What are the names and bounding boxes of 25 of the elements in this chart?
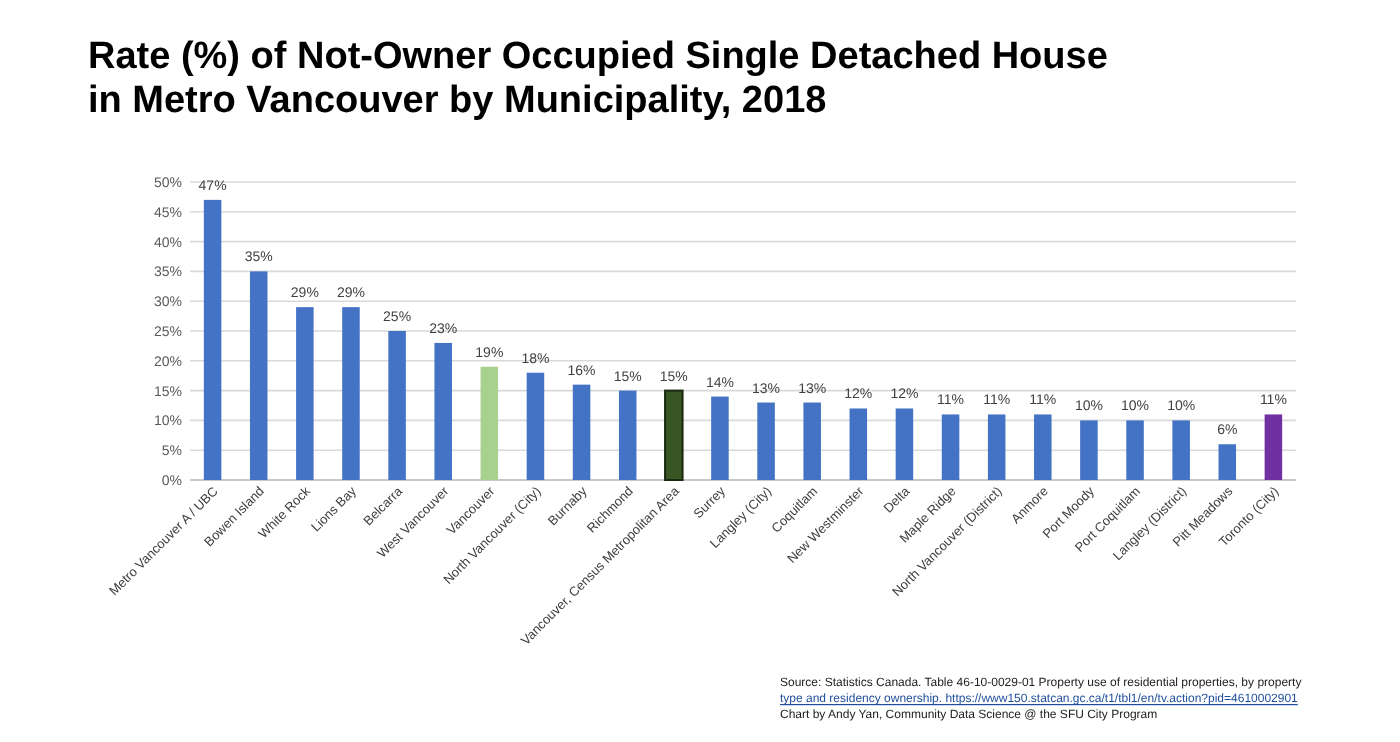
bar	[572, 384, 591, 480]
bar	[941, 414, 960, 480]
bar	[711, 396, 729, 480]
bar	[480, 366, 499, 480]
bar	[249, 271, 268, 480]
bar	[757, 402, 775, 480]
bar	[203, 199, 222, 480]
bar	[1264, 414, 1283, 480]
bar	[526, 372, 545, 480]
bar	[1034, 414, 1052, 480]
bar	[296, 307, 314, 480]
bar	[618, 390, 637, 480]
bar	[849, 408, 868, 480]
bar	[1172, 420, 1190, 480]
bar	[1126, 420, 1144, 480]
bar	[895, 408, 914, 480]
bar	[803, 402, 821, 480]
bar	[1218, 444, 1237, 480]
bar	[434, 342, 452, 480]
chart-title: Rate (%) of Not-Owner Occupied Single Detached House in Metro Vancouver by Municipality, 2018	[88, 36, 1108, 122]
bar	[664, 389, 684, 481]
bar	[987, 414, 1006, 480]
bar	[388, 331, 406, 480]
bar	[1080, 420, 1098, 480]
bar	[342, 307, 360, 480]
